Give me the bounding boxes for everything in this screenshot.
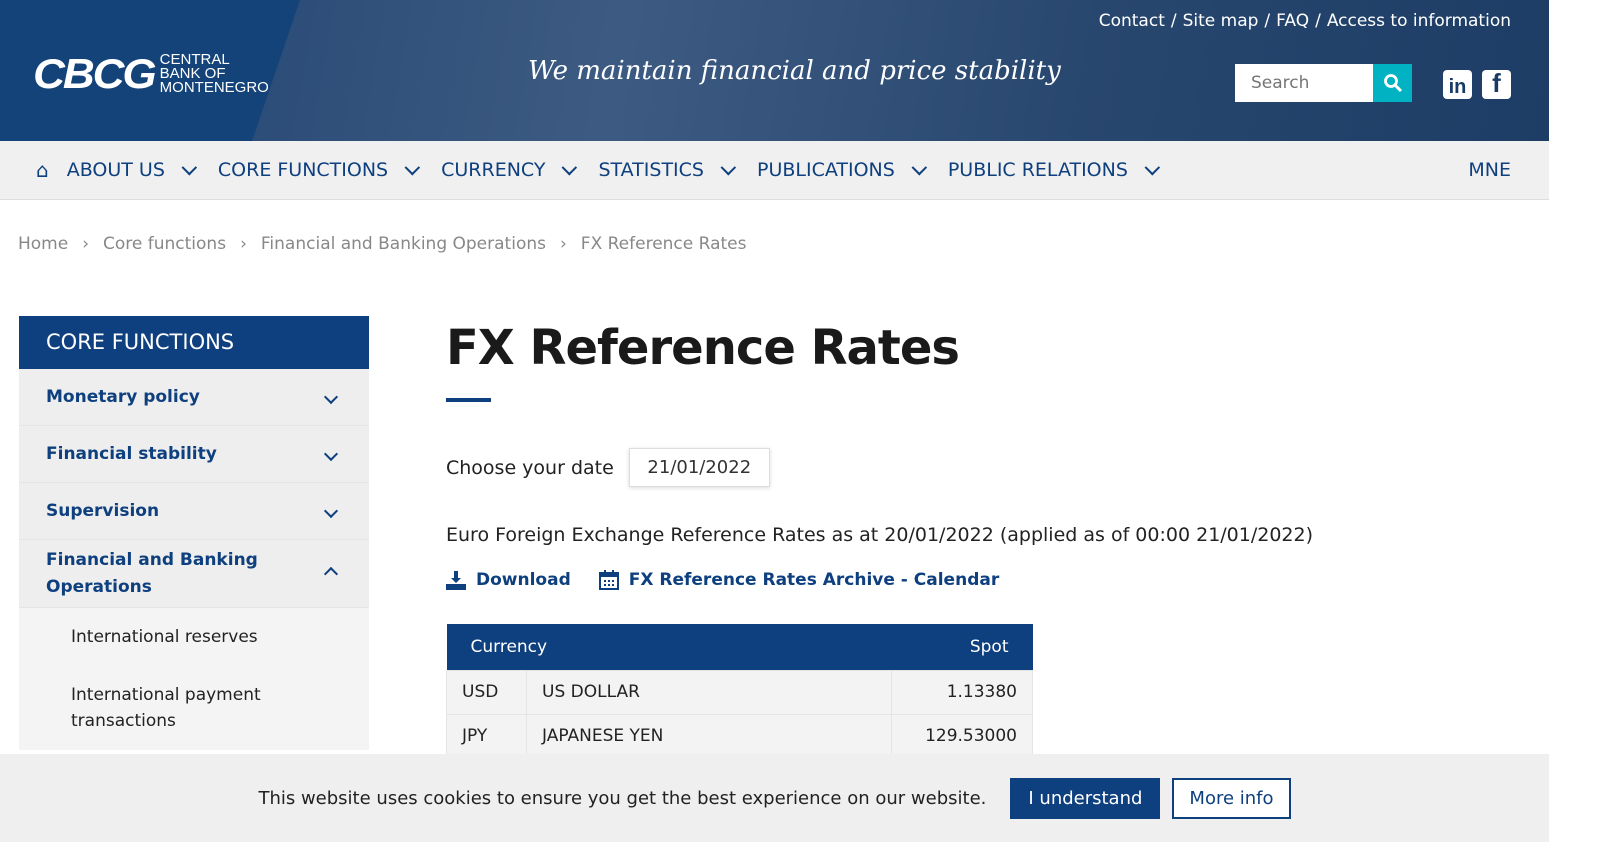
crumb-current: FX Reference Rates [580,234,747,254]
nav-statistics[interactable]: STATISTICS [598,159,737,181]
header-currency: Currency [446,624,892,670]
logo-mark: CBCG [33,50,157,97]
search-input[interactable] [1235,64,1373,102]
more-info-button[interactable]: More info [1172,777,1291,819]
download-icon [446,571,466,590]
search-icon [1383,74,1402,93]
crumb-financial-banking[interactable]: Financial and Banking Operations [260,234,546,254]
download-link[interactable]: Download [446,570,571,590]
sitemap-link[interactable]: Site map [1182,11,1259,31]
logo[interactable]: CBCG CENTRAL BANK OF MONTENEGRO [33,50,269,98]
date-picker: Choose your date [446,448,770,487]
site-header: CBCG CENTRAL BANK OF MONTENEGRO We maintai… [0,0,1549,141]
main-content: FX Reference Rates Choose your date Euro… [446,320,1313,759]
logo-name: CENTRAL BANK OF MONTENEGRO [159,51,269,96]
header-panel [0,0,300,141]
chevron-down-icon [1144,159,1161,175]
sidebar: CORE FUNCTIONS Monetary policy Financial… [19,316,369,750]
nav-core-functions[interactable]: CORE FUNCTIONS [218,159,421,181]
chevron-down-icon [911,159,927,175]
linkedin-icon[interactable]: in [1443,70,1472,99]
title-underline [446,398,491,402]
sidebar-subitem-payments[interactable]: International payment transactions [19,666,369,750]
chevron-down-icon [404,159,421,175]
faq-link[interactable]: FAQ [1276,11,1310,31]
chevron-down-icon [323,503,339,519]
crumb-home[interactable]: Home [18,234,69,254]
access-info-link[interactable]: Access to information [1326,11,1511,31]
breadcrumb: Home › Core functions › Financial and Bank… [18,234,747,254]
search-box [1235,64,1412,102]
top-links: Contact / Site map / FAQ / Access to inform… [1098,11,1511,31]
nav-about-us[interactable]: ABOUT US [67,159,197,181]
nav-currency[interactable]: CURRENCY [441,159,578,181]
contact-link[interactable]: Contact [1098,11,1165,31]
language-switch[interactable]: MNE [1468,159,1511,181]
date-label: Choose your date [446,456,614,479]
rates-description: Euro Foreign Exchange Reference Rates as… [446,524,1314,546]
tagline: We maintain financial and price stabilit… [528,56,1061,86]
chevron-down-icon [323,389,339,405]
facebook-icon[interactable]: f [1482,68,1511,99]
chevron-down-icon [720,159,737,175]
archive-calendar-link[interactable]: FX Reference Rates Archive - Calendar [598,570,999,590]
chevron-down-icon [562,159,578,175]
search-button[interactable] [1373,64,1412,102]
home-icon[interactable]: ⌂ [36,158,49,182]
accept-cookies-button[interactable]: I understand [1010,777,1161,819]
sidebar-item-financial-banking[interactable]: Financial and Banking Operations [19,540,369,608]
table-row: USD US DOLLAR 1.13380 [446,669,1033,715]
sidebar-item-supervision[interactable]: Supervision [19,483,369,540]
chevron-up-icon [323,566,339,581]
calendar-icon [598,570,619,590]
cookie-banner: This website uses cookies to ensure you … [0,754,1549,842]
table-row: JPY JAPANESE YEN 129.53000 [446,713,1033,759]
header-spot: Spot [891,624,1033,670]
cookie-text: This website uses cookies to ensure you … [258,787,987,809]
sidebar-title: CORE FUNCTIONS [19,316,369,369]
rates-table: Currency Spot USD US DOLLAR 1.13380 JPY JAP… [446,624,1033,759]
date-input[interactable] [628,448,770,487]
nav-publications[interactable]: PUBLICATIONS [757,159,927,181]
action-links: Download FX Reference Rates Archive - Ca… [446,570,999,590]
nav-public-relations[interactable]: PUBLIC RELATIONS [948,159,1161,181]
sidebar-subitem-reserves[interactable]: International reserves [19,608,369,666]
chevron-down-icon [181,159,197,175]
crumb-core-functions[interactable]: Core functions [103,234,227,254]
page-title: FX Reference Rates [446,320,960,376]
sidebar-item-financial-stability[interactable]: Financial stability [19,426,369,483]
main-nav: ⌂ ABOUT US CORE FUNCTIONS CURRENCY STATI… [0,141,1549,200]
chevron-down-icon [323,446,339,462]
sidebar-item-monetary-policy[interactable]: Monetary policy [19,369,369,426]
